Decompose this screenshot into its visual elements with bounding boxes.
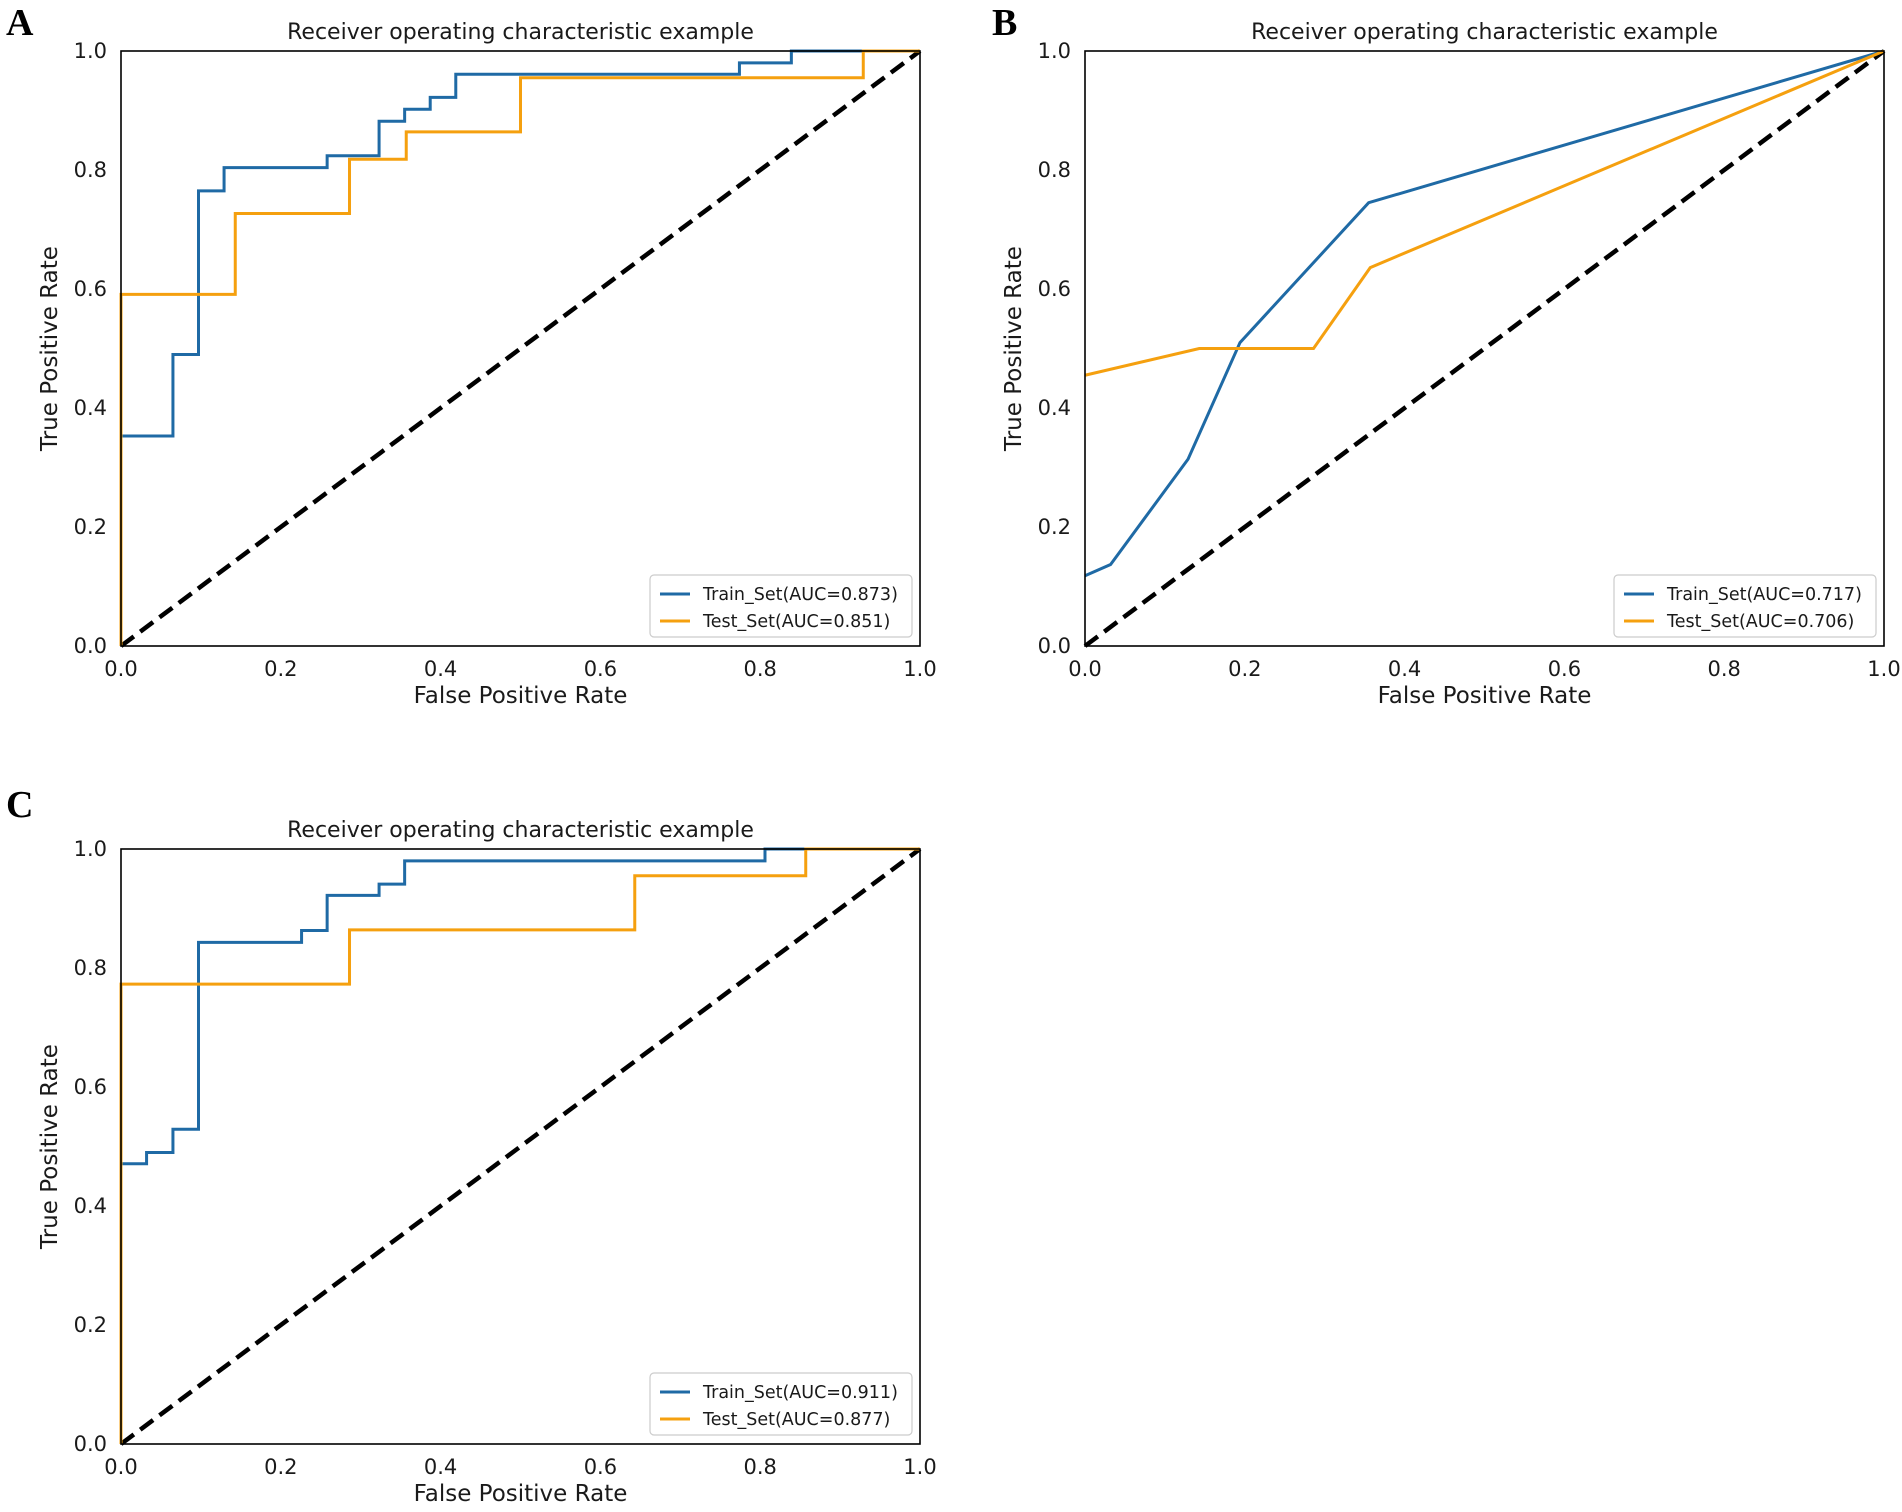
x-tick-label: 0.0 [104,1455,137,1479]
chance-diagonal-line [1083,49,1886,648]
x-tick-label: 0.2 [1228,657,1261,681]
x-tick-label: 0.8 [743,1455,776,1479]
x-tick-label: 0.8 [1707,657,1740,681]
y-tick-label: 0.4 [1038,396,1071,420]
series-line-test [119,49,920,646]
legend: Train_Set(AUC=0.873) Test_Set(AUC=0.851) [649,574,913,638]
roc-chart-a: Receiver operating characteristic exampl… [37,20,937,709]
x-tick-label: 0.6 [1548,657,1581,681]
y-tick-label: 0.4 [74,396,107,420]
x-axis-label: False Positive Rate [1378,683,1592,709]
roc-chart-c: Receiver operating characteristic exampl… [37,818,937,1507]
legend-label-train: Train_Set(AUC=0.873) [702,585,898,605]
plot-frame [120,50,921,647]
x-tick-label: 0.8 [743,657,776,681]
x-tick-label: 0.0 [104,657,137,681]
series-line-train [119,847,920,1444]
chance-diagonal-line [119,49,922,648]
y-tick-label: 0.2 [1038,515,1071,539]
chart-title-c: Receiver operating characteristic exampl… [287,818,754,843]
legend-label-train: Train_Set(AUC=0.911) [702,1383,898,1403]
plot-frame [120,848,921,1445]
x-tick-label: 0.4 [424,1455,457,1479]
y-tick-label: 0.2 [74,1313,107,1337]
y-tick-label: 0.0 [74,1432,107,1456]
legend-label-train: Train_Set(AUC=0.717) [1666,585,1862,605]
y-tick-label: 0.6 [74,1075,107,1099]
plot-frame [1084,50,1885,647]
y-tick-label: 1.0 [1038,39,1071,63]
chance-diagonal-line [119,847,922,1446]
x-axis-label: False Positive Rate [414,683,628,709]
panel-letter-c: C [6,784,33,826]
legend: Train_Set(AUC=0.717) Test_Set(AUC=0.706) [1613,574,1877,638]
x-tick-label: 0.6 [584,657,617,681]
x-tick-label: 0.2 [264,657,297,681]
y-axis-label: True Positive Rate [37,246,63,452]
roc-chart-b: Receiver operating characteristic exampl… [1001,20,1901,709]
panel-letter-b: B [992,2,1017,44]
y-axis-label: True Positive Rate [37,1044,63,1250]
y-tick-label: 0.8 [74,956,107,980]
x-tick-label: 1.0 [1867,657,1900,681]
legend-box [649,574,913,638]
chart-title-b: Receiver operating characteristic exampl… [1251,20,1718,45]
legend-label-test: Test_Set(AUC=0.851) [702,612,890,632]
legend-label-test: Test_Set(AUC=0.706) [1666,612,1854,632]
x-tick-label: 0.4 [424,657,457,681]
x-tick-label: 0.4 [1388,657,1421,681]
x-tick-label: 0.2 [264,1455,297,1479]
y-tick-label: 0.0 [74,634,107,658]
chart-title-a: Receiver operating characteristic exampl… [287,20,754,45]
y-tick-label: 0.2 [74,515,107,539]
legend-box [649,1372,913,1436]
series-line-train [119,49,920,646]
y-tick-label: 0.8 [1038,158,1071,182]
x-tick-label: 0.0 [1068,657,1101,681]
y-tick-label: 0.6 [1038,277,1071,301]
legend: Train_Set(AUC=0.911) Test_Set(AUC=0.877) [649,1372,913,1436]
series-line-test [1084,49,1885,377]
series-line-train [1084,49,1885,578]
y-axis-label: True Positive Rate [1001,246,1027,452]
legend-label-test: Test_Set(AUC=0.877) [702,1410,890,1430]
y-tick-label: 0.0 [1038,634,1071,658]
y-tick-label: 1.0 [74,39,107,63]
x-tick-label: 1.0 [903,1455,936,1479]
y-tick-label: 0.6 [74,277,107,301]
y-tick-label: 0.4 [74,1194,107,1218]
x-tick-label: 1.0 [903,657,936,681]
y-tick-label: 0.8 [74,158,107,182]
x-tick-label: 0.6 [584,1455,617,1479]
panel-letter-a: A [6,2,34,44]
x-axis-label: False Positive Rate [414,1481,628,1507]
series-line-test [119,847,920,1444]
legend-box [1613,574,1877,638]
y-tick-label: 1.0 [74,837,107,861]
